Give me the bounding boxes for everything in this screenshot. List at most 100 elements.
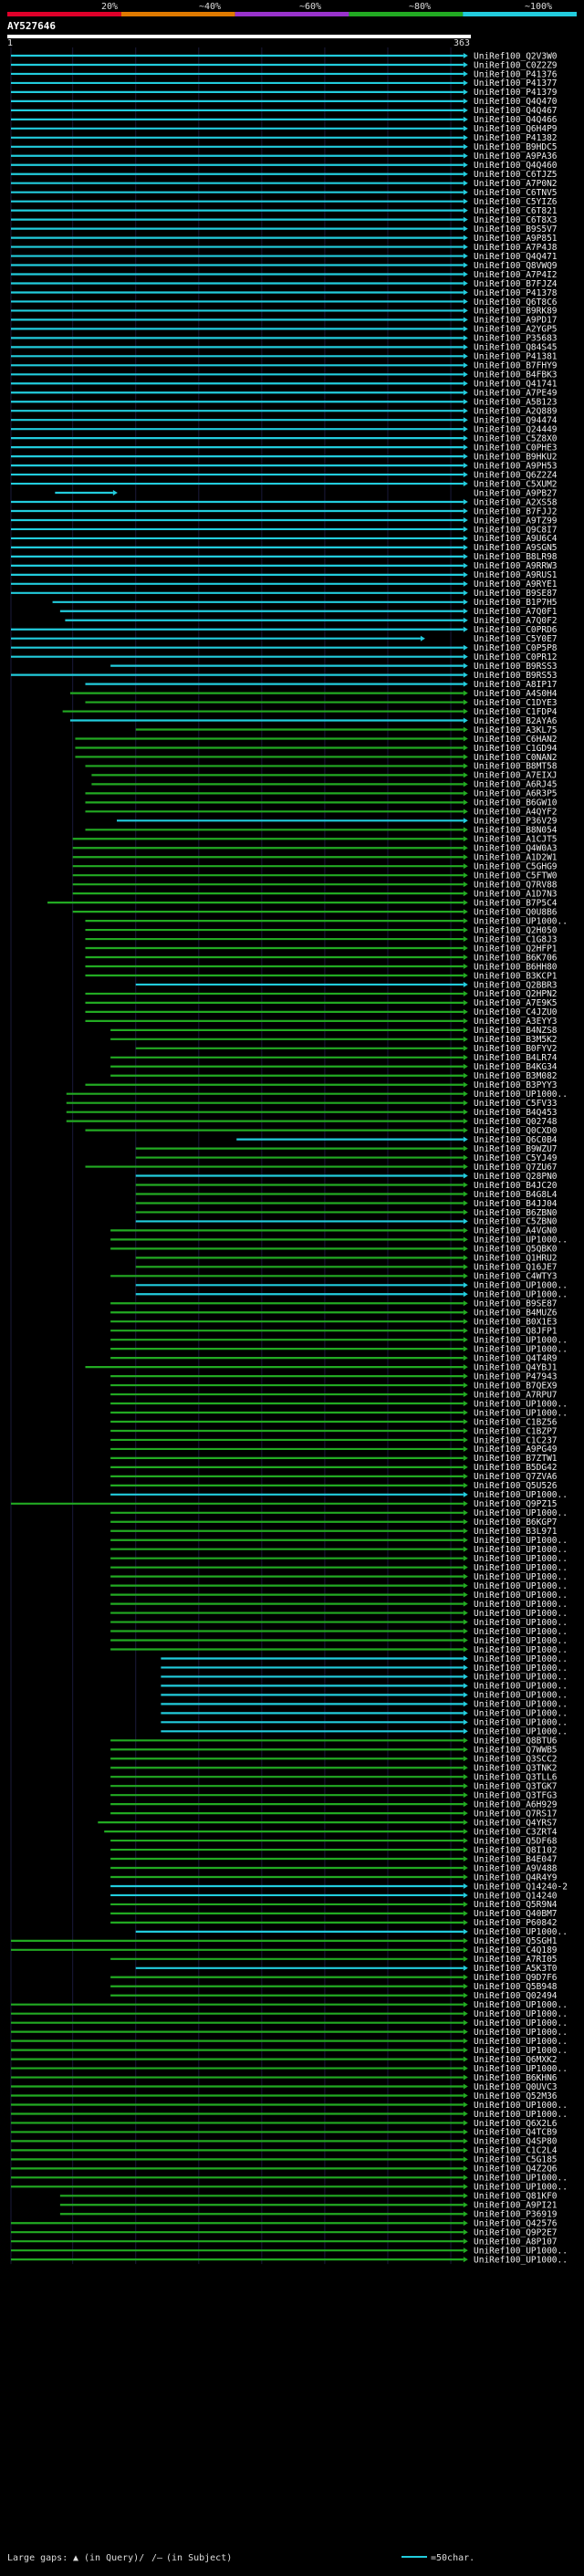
hit-row[interactable]: UniRef100_UP1000.. (161, 1709, 568, 1719)
hit-label[interactable]: UniRef100_C1C237 (474, 1435, 558, 1445)
hit-label[interactable]: UniRef100_A7PE49 (474, 389, 558, 399)
hit-label[interactable]: UniRef100_C1G8J3 (474, 934, 558, 944)
hit-label[interactable]: UniRef100_Q5R9N4 (474, 1900, 558, 1910)
hit-label[interactable]: UniRef100_A4VGN0 (474, 1226, 558, 1236)
hit-label[interactable]: UniRef100_UP1000.. (474, 1554, 568, 1564)
hit-label[interactable]: UniRef100_A9PA36 (474, 151, 558, 162)
hit-row[interactable]: UniRef100_A7Q0F1 (59, 607, 558, 617)
hit-row[interactable]: UniRef100_Q8JFP1 (110, 1326, 558, 1336)
hit-label[interactable]: UniRef100_A6R3P5 (474, 789, 558, 799)
hit-row[interactable]: UniRef100_UP1000.. (11, 2183, 568, 2193)
hit-row[interactable]: UniRef100_C0Z2Z9 (11, 60, 558, 70)
hit-row[interactable]: UniRef100_Q4YBJ1 (85, 1362, 558, 1372)
hit-label[interactable]: UniRef100_B3KCP1 (474, 971, 558, 981)
hit-row[interactable]: UniRef100_A5B123 (11, 398, 558, 408)
hit-row[interactable]: UniRef100_Q24449 (11, 424, 558, 434)
hit-row[interactable]: UniRef100_B4KG34 (110, 1062, 558, 1072)
hit-label[interactable]: UniRef100_Q7RS17 (474, 1809, 558, 1819)
hit-label[interactable]: UniRef100_B3L971 (474, 1527, 558, 1537)
hit-row[interactable]: UniRef100_A8P107 (11, 2237, 558, 2247)
hit-label[interactable]: UniRef100_Q8BTU6 (474, 1736, 558, 1747)
hit-label[interactable]: UniRef100_Q7ZU67 (474, 1163, 558, 1173)
hit-label[interactable]: UniRef100_B4NZS8 (474, 1026, 558, 1036)
hit-row[interactable]: UniRef100_A2YGP5 (11, 325, 558, 335)
hit-row[interactable]: UniRef100_Q6X2L6 (11, 2119, 558, 2129)
hit-row[interactable]: UniRef100_Q9C8I7 (11, 525, 558, 535)
hit-row[interactable]: UniRef100_C1BZ56 (110, 1417, 558, 1427)
hit-row[interactable]: UniRef100_C5YJ49 (135, 1153, 558, 1163)
hit-label[interactable]: UniRef100_B3M5K2 (474, 1035, 558, 1045)
hit-row[interactable]: UniRef100_B9WZU7 (135, 1144, 558, 1154)
hit-label[interactable]: UniRef100_P41378 (474, 288, 558, 298)
hit-label[interactable]: UniRef100_Q8JFP1 (474, 1326, 558, 1336)
hit-row[interactable]: UniRef100_Q5R9N4 (110, 1900, 558, 1910)
hit-label[interactable]: UniRef100_UP1000.. (474, 2255, 568, 2265)
hit-row[interactable]: UniRef100_A7RPU7 (110, 1390, 558, 1400)
hit-label[interactable]: UniRef100_A1D2W1 (474, 853, 558, 863)
hit-row[interactable]: UniRef100_Q7WWB5 (110, 1746, 558, 1756)
hit-label[interactable]: UniRef100_A7P4J8 (474, 243, 558, 253)
hit-row[interactable]: UniRef100_B6K706 (85, 953, 558, 963)
hit-label[interactable]: UniRef100_B9S5V7 (474, 224, 558, 235)
hit-row[interactable]: UniRef100_B9HKU2 (11, 452, 558, 462)
hit-label[interactable]: UniRef100_UP1000.. (474, 1682, 568, 1692)
hit-row[interactable]: UniRef100_C0PR12 (11, 652, 558, 662)
hit-label[interactable]: UniRef100_C6T821 (474, 206, 558, 216)
hit-label[interactable]: UniRef100_B6KHN6 (474, 2073, 558, 2083)
hit-row[interactable]: UniRef100_Q8VWQ9 (11, 261, 558, 271)
hit-label[interactable]: UniRef100_A2YGP5 (474, 325, 558, 335)
hit-label[interactable]: UniRef100_Q4Q470 (474, 97, 558, 107)
hit-label[interactable]: UniRef100_B7FHY9 (474, 361, 558, 371)
hit-label[interactable]: UniRef100_Q7RV88 (474, 880, 558, 890)
hit-row[interactable]: UniRef100_Q4Q460 (11, 161, 558, 171)
hit-label[interactable]: UniRef100_B6KGP7 (474, 1517, 558, 1528)
hit-label[interactable]: UniRef100_Q5QBK0 (474, 1245, 558, 1255)
hit-row[interactable]: UniRef100_Q5B948 (110, 1982, 558, 1992)
hit-label[interactable]: UniRef100_Q1HRU2 (474, 1254, 558, 1264)
hit-row[interactable]: UniRef100_UP1000.. (110, 1645, 568, 1655)
hit-row[interactable]: UniRef100_C1DYE3 (85, 698, 558, 708)
hit-row[interactable]: UniRef100_B5DG42 (110, 1463, 558, 1473)
hit-row[interactable]: UniRef100_C1G8J3 (85, 934, 558, 944)
hit-row[interactable]: UniRef100_Q4YRS7 (98, 1818, 558, 1828)
hit-row[interactable]: UniRef100_A9PI21 (59, 2201, 558, 2211)
hit-row[interactable]: UniRef100_B6KHN6 (11, 2073, 558, 2083)
hit-row[interactable]: UniRef100_A6R3P5 (85, 789, 558, 799)
hit-label[interactable]: UniRef100_Q4Z2Q6 (474, 2164, 558, 2174)
hit-label[interactable]: UniRef100_Q0U8B6 (474, 907, 558, 917)
hit-label[interactable]: UniRef100_Q4YRS7 (474, 1818, 558, 1828)
hit-row[interactable]: UniRef100_A7EIXJ (91, 771, 558, 781)
hit-label[interactable]: UniRef100_UP1000.. (474, 1563, 568, 1573)
hit-row[interactable]: UniRef100_B7ZTW1 (110, 1454, 558, 1464)
hit-row[interactable]: UniRef100_UP1000.. (110, 1554, 568, 1564)
hit-label[interactable]: UniRef100_A9V488 (474, 1863, 558, 1873)
hit-label[interactable]: UniRef100_C0PRD6 (474, 625, 558, 635)
hit-label[interactable]: UniRef100_A7E9K5 (474, 998, 558, 1008)
hit-row[interactable]: UniRef100_A4S0H4 (69, 689, 558, 699)
hit-label[interactable]: UniRef100_A9RUS1 (474, 570, 558, 580)
hit-row[interactable]: UniRef100_Q9P2E7 (11, 2228, 558, 2238)
hit-label[interactable]: UniRef100_A7Q0F1 (474, 607, 558, 617)
hit-row[interactable]: UniRef100_B7FJJ2 (11, 506, 558, 516)
hit-label[interactable]: UniRef100_A1CJT5 (474, 835, 558, 845)
hit-label[interactable]: UniRef100_Q3TGK7 (474, 1781, 558, 1791)
hit-row[interactable]: UniRef100_Q6Z2Z4 (11, 470, 558, 480)
hit-label[interactable]: UniRef100_C5FV33 (474, 1099, 558, 1109)
hit-row[interactable]: UniRef100_UP1000.. (11, 2028, 568, 2038)
hit-label[interactable]: UniRef100_Q52M36 (474, 2091, 558, 2101)
hit-label[interactable]: UniRef100_C0P5P8 (474, 643, 558, 653)
hit-row[interactable]: UniRef100_A1D2W1 (72, 853, 558, 863)
hit-row[interactable]: UniRef100_UP1000.. (110, 1344, 568, 1354)
hit-row[interactable]: UniRef100_Q5QBK0 (110, 1245, 558, 1255)
hit-row[interactable]: UniRef100_C6T821 (11, 206, 558, 216)
hit-row[interactable]: UniRef100_UP1000.. (161, 1654, 568, 1664)
hit-row[interactable]: UniRef100_A2XS58 (11, 497, 558, 507)
hit-row[interactable]: UniRef100_C4Q189 (11, 1945, 558, 1955)
hit-label[interactable]: UniRef100_UP1000.. (474, 2064, 568, 2074)
hit-label[interactable]: UniRef100_C0NAN2 (474, 753, 558, 763)
hit-row[interactable]: UniRef100_Q4Q466 (11, 115, 558, 125)
hit-row[interactable]: UniRef100_C1C237 (110, 1435, 558, 1445)
hit-label[interactable]: UniRef100_Q2H050 (474, 925, 558, 935)
hit-label[interactable]: UniRef100_UP1000.. (474, 1590, 568, 1601)
hit-row[interactable]: UniRef100_Q2V3W0 (11, 51, 558, 61)
